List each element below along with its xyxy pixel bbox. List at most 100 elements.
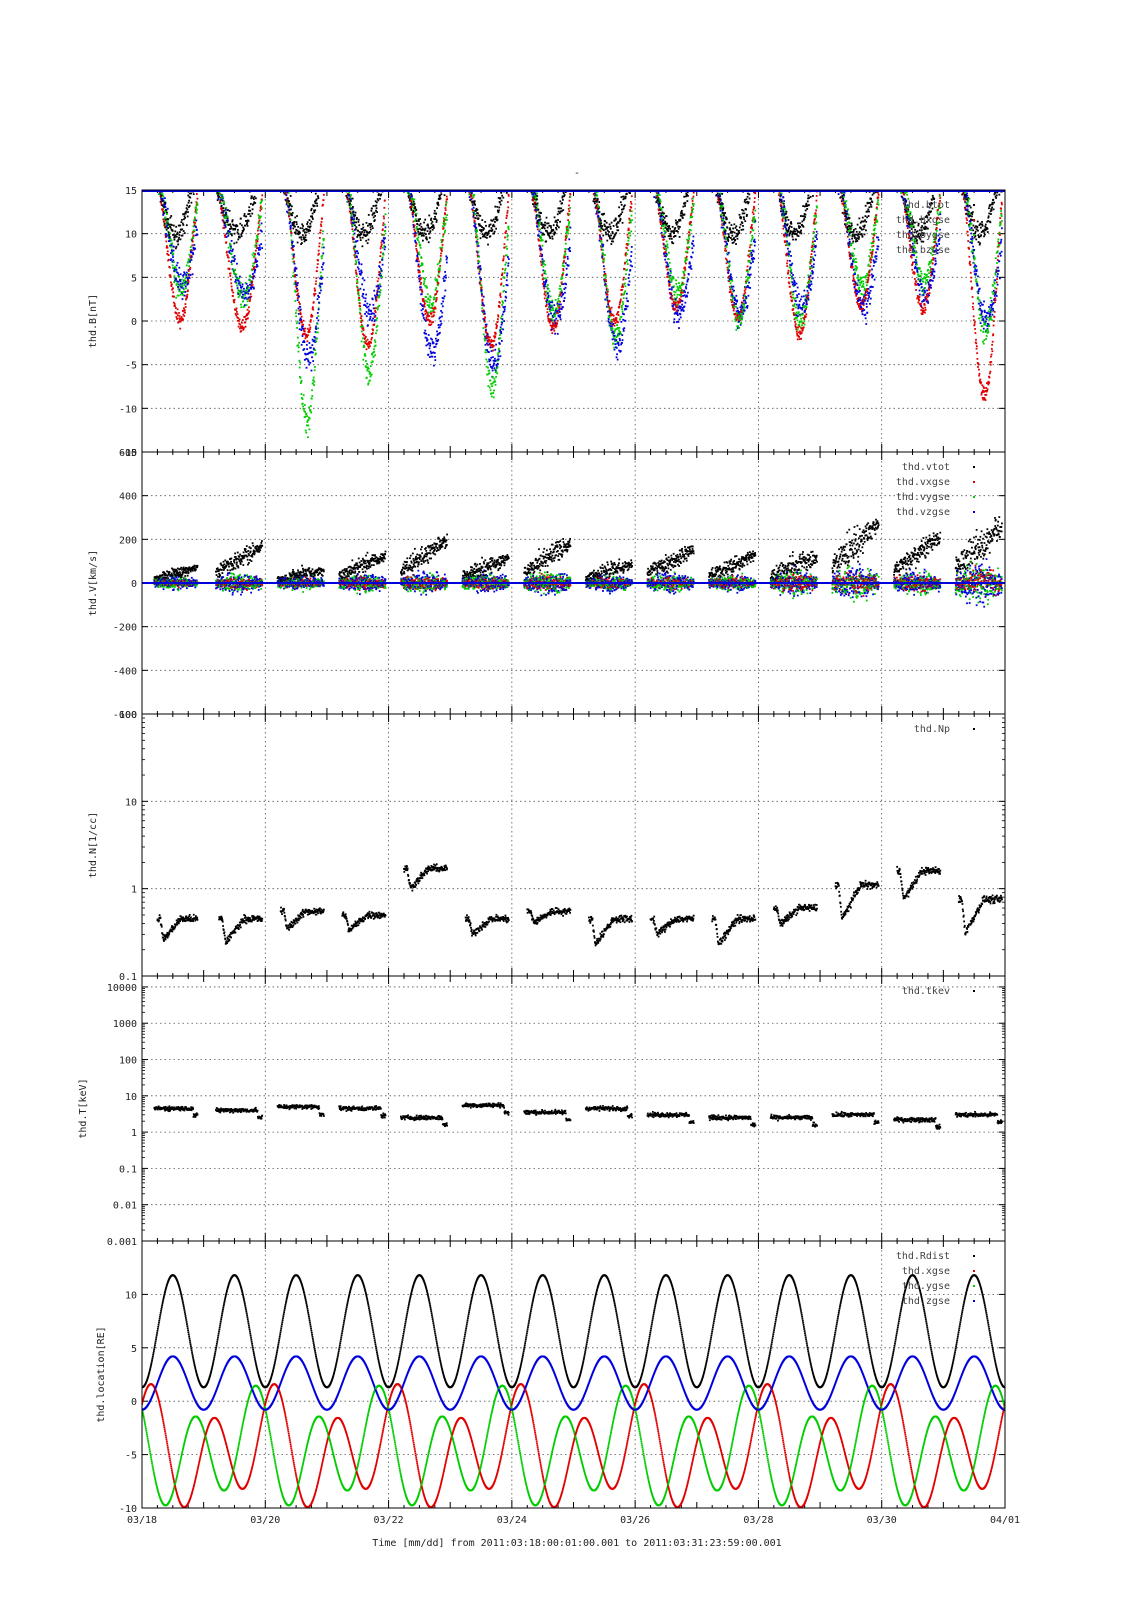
btot-point [347,185,349,187]
bxgse-point [250,284,253,287]
bzgse-point [248,289,251,291]
bygse-point [489,389,492,392]
bxgse-point [165,240,168,243]
bygse-point [229,243,232,246]
bxgse-point [241,321,243,324]
bxgse-point [485,331,487,334]
bygse-point [504,267,507,270]
bxgse-point [161,208,164,211]
btot-point [560,207,563,210]
bzgse-point [284,198,287,201]
bxgse-point [547,315,549,318]
bxgse-point [503,243,506,246]
bygse-point [475,228,478,231]
bxgse-point [443,223,446,226]
bxgse-point [549,319,552,322]
bzgse-point [676,313,679,315]
btot-point [295,221,298,223]
btot-point [190,201,193,204]
bzgse-point [605,288,608,291]
bzgse-point [442,277,445,280]
bzgse-point [418,274,421,277]
bzgse-point [345,181,347,183]
bygse-point [361,325,364,328]
bzgse-point [312,340,315,343]
bzgse-point [616,358,619,361]
bygse-point [656,184,658,186]
bzgse-point [505,284,508,286]
bzgse-point [414,239,417,242]
btot-point [653,180,655,182]
bygse-point [630,210,633,213]
bzgse-point [172,259,175,262]
bygse-point [319,286,322,289]
btot-point [657,197,660,200]
bygse-point [625,253,628,256]
bygse-point [371,353,374,356]
bxgse-point [243,326,245,329]
btot-point [656,200,658,202]
bygse-point [484,336,487,339]
bygse-point [619,330,622,333]
bxgse-point [307,331,310,334]
bzgse-point [227,229,230,232]
bygse-point [372,351,374,354]
bxgse-point [365,348,368,351]
bygse-point [497,359,500,362]
btot-point [434,215,436,218]
bxgse-point [617,310,620,313]
bzgse-point [245,292,248,295]
btot-point [594,197,597,200]
bzgse-point [238,281,241,284]
bygse-point [554,298,557,301]
bzgse-point [660,231,663,234]
btot-point [187,206,190,209]
bzgse-point [379,285,382,288]
btot-point [441,183,443,185]
bzgse-point [175,268,178,271]
bzgse-point [485,337,488,340]
bzgse-point [501,313,504,316]
btot-point [505,184,507,186]
btot-point [174,234,177,237]
btot-point [305,231,308,234]
bzgse-point [239,284,242,287]
btot-point [529,185,531,187]
bygse-point [444,219,447,222]
btot-point [535,206,538,209]
bygse-point [625,261,628,263]
bxgse-point [259,206,262,209]
bygse-point [445,204,447,207]
bygse-point [304,429,307,432]
btot-point [432,224,435,227]
bzgse-point [673,318,676,321]
btot-point [620,196,623,199]
bxgse-point [502,255,505,258]
bygse-point [348,188,350,190]
bxgse-point [182,318,184,321]
bygse-point [224,216,226,218]
bxgse-point [216,185,218,187]
bygse-point [235,273,238,276]
bxgse-point [304,337,307,340]
bygse-point [493,389,495,392]
btot-point [243,214,246,217]
btot-point [177,243,180,246]
bygse-point [410,185,412,187]
bygse-point [472,195,475,198]
bygse-point [621,301,624,303]
bzgse-point [602,243,605,246]
bygse-point [604,254,606,256]
bygse-point [424,285,427,287]
btot-point [593,202,596,205]
btot-point [311,215,313,218]
bzgse-point [490,350,493,353]
bzgse-point [178,266,181,269]
btot-point [530,191,533,194]
btot-point [431,220,434,223]
bzgse-point [556,302,559,305]
bygse-point [601,242,603,245]
bygse-point [538,224,540,227]
bxgse-point [371,336,373,339]
bxgse-point [257,226,260,228]
